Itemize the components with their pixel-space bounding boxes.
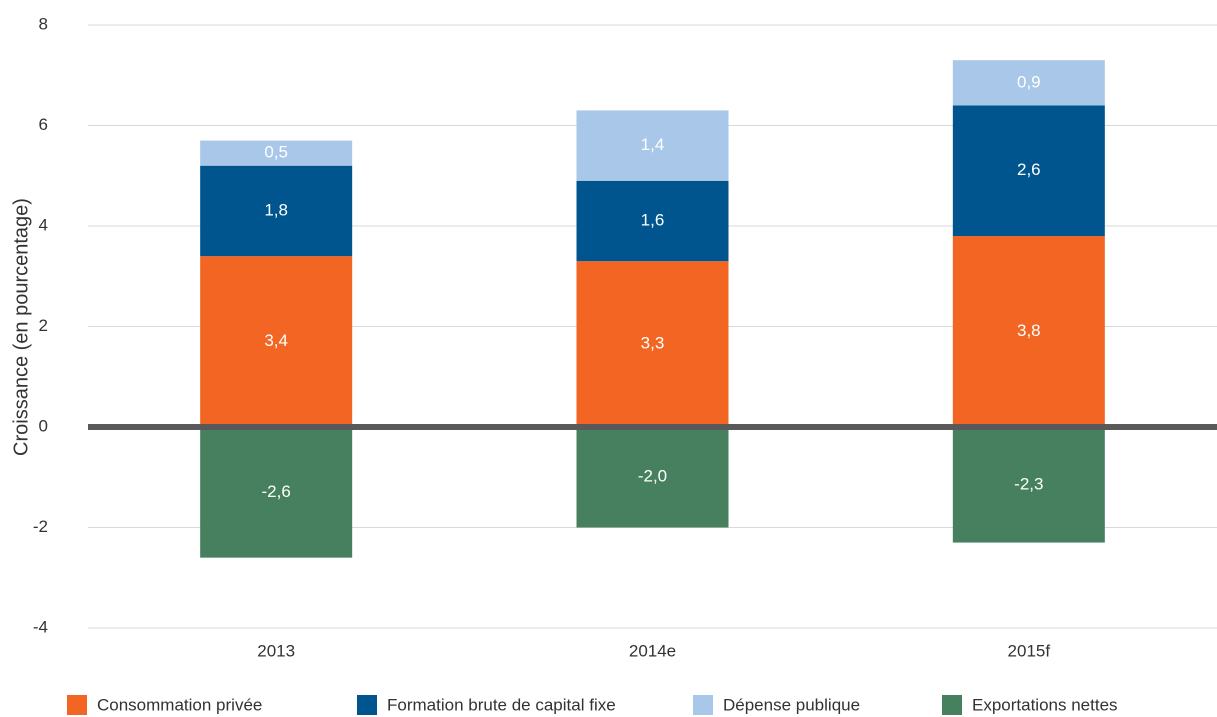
legend-swatch <box>67 695 87 715</box>
legend-label: Exportations nettes <box>972 695 1118 714</box>
value-label: 3,8 <box>1017 321 1041 340</box>
bar-segment <box>576 110 729 181</box>
bar-segment <box>200 140 353 166</box>
value-label: 3,4 <box>264 331 288 350</box>
y-tick-label: -2 <box>33 517 48 536</box>
legend-swatch <box>357 695 377 715</box>
value-label: -2,0 <box>638 467 667 486</box>
value-label: 0,5 <box>264 143 288 162</box>
y-tick-label: 4 <box>39 215 48 234</box>
legend-label: Dépense publique <box>723 695 860 714</box>
y-tick-label: 2 <box>39 316 48 335</box>
bar-segment <box>200 427 353 558</box>
bar-segment <box>200 165 353 257</box>
x-tick-label: 2014e <box>629 641 676 660</box>
bar-segment <box>952 427 1105 543</box>
bar-segment <box>952 60 1105 106</box>
bar-segment <box>576 180 729 262</box>
bar-segment <box>576 261 729 427</box>
legend-swatch <box>693 695 713 715</box>
y-tick-label: -4 <box>33 617 48 636</box>
value-label: 1,6 <box>641 210 665 229</box>
value-label: 0,9 <box>1017 72 1041 91</box>
y-tick-label: 8 <box>39 14 48 33</box>
x-tick-label: 2013 <box>257 641 295 660</box>
value-label: 3,3 <box>641 334 665 353</box>
legend-swatch <box>942 695 962 715</box>
value-label: -2,3 <box>1014 474 1043 493</box>
value-label: -2,6 <box>262 482 291 501</box>
bar-segment <box>952 236 1105 427</box>
y-tick-label: 0 <box>39 416 48 435</box>
value-label: 2,6 <box>1017 160 1041 179</box>
legend-label: Formation brute de capital fixe <box>387 695 616 714</box>
bar-segment <box>952 105 1105 237</box>
y-axis-label: Croissance (en pourcentage) <box>10 198 32 456</box>
legend-label: Consommation privée <box>97 695 262 714</box>
bar-segment <box>200 256 353 427</box>
value-label: 1,4 <box>641 135 665 154</box>
value-label: 1,8 <box>264 200 288 219</box>
x-tick-label: 2015f <box>1008 641 1051 660</box>
y-tick-label: 6 <box>39 115 48 134</box>
bar-segment <box>576 427 729 528</box>
